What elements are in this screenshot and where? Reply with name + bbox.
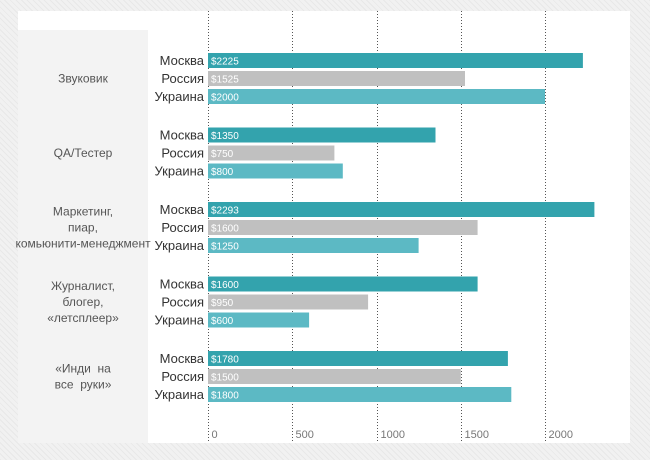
data-label-3-1: $950 [211,298,234,309]
data-label-2-0: $2293 [211,206,239,217]
bar-0-1 [208,71,465,86]
category-label-3-line-0: Журналист, [51,279,115,293]
x-tick-label-1500: 1500 [465,429,489,441]
data-label-1-1: $750 [211,149,234,160]
data-label-1-0: $1350 [211,131,239,142]
x-tick-label-1000: 1000 [381,429,405,441]
category-label-2-line-2: комьюнити-менеджмент [15,237,151,251]
data-label-3-0: $1600 [211,280,239,291]
category-label-4-line-0: «Инди на [55,362,111,376]
category-label-3-line-1: блогер, [63,295,104,309]
data-label-0-1: $1525 [211,75,239,86]
category-label-1-line-0: QA/Тестер [54,146,113,160]
bar-2-2 [208,238,419,253]
series-label-4-0: Москва [160,351,205,366]
series-label-0-0: Москва [160,53,205,68]
bar-3-2 [208,312,310,328]
series-label-4-2: Украина [155,387,205,402]
category-label-2-line-1: пиар, [68,221,98,235]
category-label-3-line-2: «летсплеер» [47,311,119,325]
bar-1-0 [208,127,436,143]
category-labels: Звуковик QA/Тестер Маркетинг, пиар, комьюнит… [15,72,151,392]
data-label-4-2: $1800 [211,391,239,402]
series-label-3-0: Москва [160,277,205,292]
bar-0-0 [208,53,583,68]
bar-4-2 [208,387,512,402]
series-label-2-1: Россия [161,220,204,235]
x-tick-label-500: 500 [296,429,314,441]
series-label-0-1: Россия [161,71,204,86]
series-label-4-1: Россия [161,369,204,384]
data-label-2-2: $1250 [211,242,239,253]
category-label-4-line-1: все руки» [55,378,112,392]
series-label-1-2: Украина [155,164,205,179]
series-label-3-1: Россия [161,295,204,310]
bar-2-1 [208,220,478,235]
data-label-3-2: $600 [211,316,234,327]
bar-2-0 [208,202,595,217]
data-label-4-1: $1500 [211,373,239,384]
series-label-3-2: Украина [155,313,205,328]
category-column [18,30,148,443]
bars: Москва $2225 Россия $1525 Украина $2000 Москва… [155,53,595,402]
bar-4-0 [208,351,508,366]
category-label-0-line-0: Звуковик [58,72,108,86]
series-label-1-1: Россия [161,146,204,161]
bar-0-2 [208,89,545,104]
x-tick-label-0: 0 [212,429,218,441]
data-label-0-0: $2225 [211,57,239,68]
x-tick-label-2000: 2000 [549,429,573,441]
series-label-1-0: Москва [160,128,205,143]
bar-1-1 [208,145,335,161]
bar-3-1 [208,294,369,310]
series-label-2-2: Украина [155,238,205,253]
series-label-0-2: Украина [155,89,205,104]
bar-3-0 [208,276,478,292]
data-label-4-0: $1780 [211,355,239,366]
series-label-2-0: Москва [160,202,205,217]
data-label-1-2: $800 [211,167,234,178]
bar-4-1 [208,369,461,384]
category-label-2-line-0: Маркетинг, [53,205,113,219]
data-label-0-2: $2000 [211,93,239,104]
x-axis-ticks: 0 500 1000 1500 2000 [212,429,573,441]
bar-1-2 [208,163,343,179]
data-label-2-1: $1600 [211,224,239,235]
